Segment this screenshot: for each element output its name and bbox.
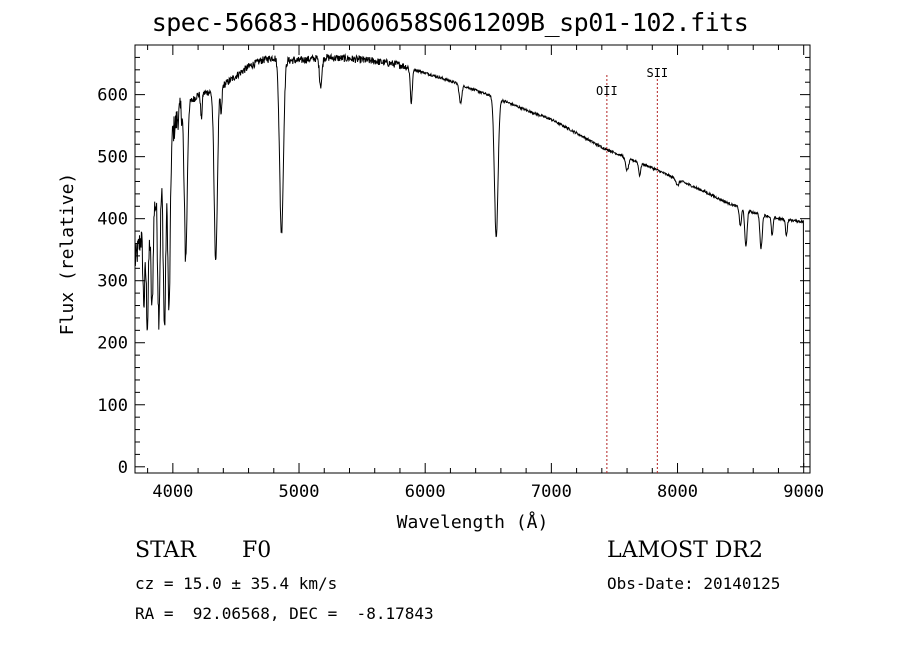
x-tick-label: 8000 <box>657 482 698 502</box>
y-axis-label: Flux (relative) <box>57 173 78 336</box>
spectrum-line <box>134 52 805 470</box>
ra-dec-coords: RA = 92.06568, DEC = -8.17843 <box>135 604 434 623</box>
obs-date: Obs-Date: 20140125 <box>607 574 781 593</box>
redshift-cz: cz = 15.0 ± 35.4 km/s <box>135 574 338 593</box>
y-tick-label: 300 <box>97 272 128 292</box>
x-tick-label: 6000 <box>405 482 446 502</box>
y-tick-label: 0 <box>118 458 128 478</box>
plot-frame <box>134 44 811 474</box>
y-tick-label: 500 <box>97 148 128 168</box>
y-tick-label: 400 <box>97 210 128 230</box>
chart-title: spec-56683-HD060658S061209B_sp01-102.fit… <box>151 8 749 37</box>
x-tick-label: 4000 <box>152 482 193 502</box>
x-tick-label: 9000 <box>783 482 824 502</box>
x-tick-label: 5000 <box>279 482 320 502</box>
y-tick-label: 200 <box>97 334 128 354</box>
x-axis-label: Wavelength (Å) <box>397 511 549 533</box>
object-class: STAR <box>135 538 196 563</box>
x-tick-label: 7000 <box>531 482 572 502</box>
marker-label-oii: OII <box>596 84 618 98</box>
y-tick-label: 100 <box>97 396 128 416</box>
y-tick-label: 600 <box>97 86 128 106</box>
marker-label-sii: SII <box>646 66 668 80</box>
object-subclass: F0 <box>242 538 272 563</box>
survey-label: LAMOST DR2 <box>607 538 763 563</box>
